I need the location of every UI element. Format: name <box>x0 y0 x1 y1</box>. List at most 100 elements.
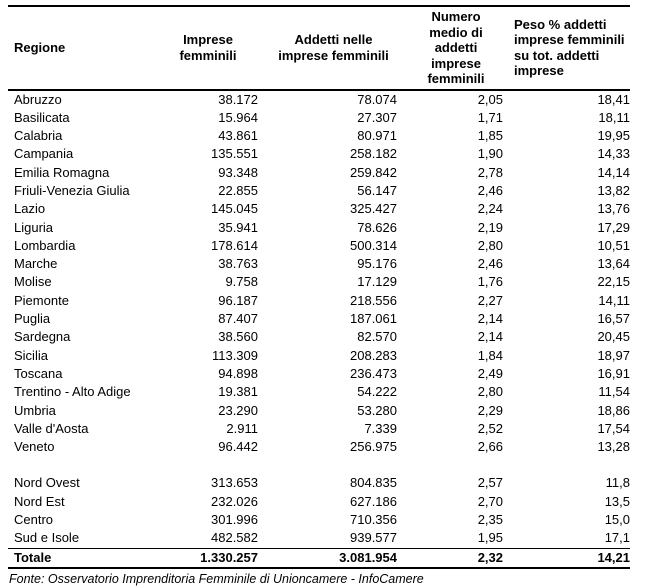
cell-addetti: 17.129 <box>357 274 397 290</box>
cell-peso: 22,15 <box>597 274 630 290</box>
cell-numero-medio: 2,35 <box>477 512 503 528</box>
cell-regione: Molise <box>14 274 52 290</box>
cell-imprese-femminili: 135.551 <box>211 146 258 162</box>
cell-addetti: 627.186 <box>350 493 397 509</box>
region-row: Toscana 94.898 236.473 2,49 16,91 <box>8 365 630 383</box>
cell-peso: 15,0 <box>604 512 630 528</box>
cell-addetti: 7.339 <box>364 420 397 436</box>
cell-imprese-femminili: 313.653 <box>211 475 258 491</box>
region-row: Trentino - Alto Adige 19.381 54.222 2,80… <box>8 383 630 401</box>
cell-numero-medio: 2,14 <box>477 329 503 345</box>
cell-peso: 18,11 <box>598 109 630 125</box>
cell-numero-medio: 1,95 <box>477 530 503 546</box>
cell-regione: Marche <box>14 256 58 272</box>
cell-imprese-femminili: 94.898 <box>218 365 258 381</box>
cell-addetti: 54.222 <box>357 384 397 400</box>
total-row-body: Totale 1.330.257 3.081.954 2,32 14,21 <box>8 547 630 569</box>
cell-numero-medio: 2,46 <box>477 182 503 198</box>
cell-numero-medio: 2,14 <box>477 311 503 327</box>
cell-imprese-femminili: 35.941 <box>218 219 258 235</box>
total-row: Totale 1.330.257 3.081.954 2,32 14,21 <box>8 547 630 569</box>
cell-regione: Abruzzo <box>14 91 62 107</box>
spacer-row <box>8 456 630 474</box>
cell-imprese-femminili: 482.582 <box>211 530 258 546</box>
cell-peso: 11,8 <box>605 475 630 491</box>
cell-regione: Sicilia <box>14 347 48 363</box>
cell-addetti: 710.356 <box>350 512 397 528</box>
cell-peso: 13,82 <box>597 182 630 198</box>
cell-imprese-femminili: 113.309 <box>211 347 258 363</box>
cell-numero-medio: 2,57 <box>477 475 503 491</box>
summary-row: Centro 301.996 710.356 2,35 15,0 <box>8 511 630 529</box>
cell-peso: 18,41 <box>597 91 630 107</box>
cell-regione: Lazio <box>14 201 46 217</box>
cell-regione: Trentino - Alto Adige <box>14 384 131 400</box>
cell-regione: Totale <box>8 547 152 569</box>
cell-addetti: 27.307 <box>357 109 397 125</box>
cell-regione: Toscana <box>14 365 63 381</box>
cell-regione: Basilicata <box>14 109 70 125</box>
cell-imprese-femminili: 96.187 <box>218 292 258 308</box>
cell-peso: 11,54 <box>598 384 630 400</box>
cell-numero-medio: 2,70 <box>477 493 503 509</box>
region-row: Piemonte 96.187 218.556 2,27 14,11 <box>8 292 630 310</box>
cell-imprese-femminili: 22.855 <box>218 182 258 198</box>
cell-peso: 19,95 <box>597 128 630 144</box>
column-header-numero-medio: Numero medio di addetti imprese femminil… <box>403 6 509 91</box>
region-rows-body: Abruzzo 38.172 78.074 2,05 18,41 Basilic… <box>8 90 630 457</box>
cell-addetti: 3.081.954 <box>264 547 403 569</box>
cell-peso: 18,97 <box>597 347 630 363</box>
summary-row: Nord Est 232.026 627.186 2,70 13,5 <box>8 493 630 511</box>
cell-imprese-femminili: 96.442 <box>218 439 258 455</box>
region-row: Lazio 145.045 325.427 2,24 13,76 <box>8 200 630 218</box>
cell-regione: Centro <box>14 512 54 528</box>
cell-imprese-femminili: 15.964 <box>218 109 258 125</box>
cell-peso: 17,54 <box>597 420 630 436</box>
cell-regione: Umbria <box>14 402 56 418</box>
region-row: Umbria 23.290 53.280 2,29 18,86 <box>8 402 630 420</box>
cell-peso: 13,64 <box>597 256 630 272</box>
cell-numero-medio: 2,32 <box>403 547 509 569</box>
cell-addetti: 95.176 <box>357 256 397 272</box>
cell-imprese-femminili: 145.045 <box>211 201 258 217</box>
cell-addetti: 804.835 <box>350 475 397 491</box>
cell-imprese-femminili: 2.911 <box>226 420 258 436</box>
cell-numero-medio: 1,90 <box>477 146 503 162</box>
cell-addetti: 939.577 <box>350 530 397 546</box>
region-row: Liguria 35.941 78.626 2,19 17,29 <box>8 219 630 237</box>
cell-regione: Puglia <box>14 311 51 327</box>
cell-numero-medio: 2,52 <box>477 420 503 436</box>
cell-peso: 16,91 <box>597 365 630 381</box>
region-row: Basilicata 15.964 27.307 1,71 18,11 <box>8 109 630 127</box>
region-row: Emilia Romagna 93.348 259.842 2,78 14,14 <box>8 164 630 182</box>
spacer-body <box>8 456 630 474</box>
cell-peso: 17,1 <box>604 530 630 546</box>
cell-addetti: 78.626 <box>357 219 397 235</box>
cell-peso: 20,45 <box>597 329 630 345</box>
cell-regione: Nord Est <box>14 493 65 509</box>
cell-addetti: 78.074 <box>357 91 397 107</box>
summary-row: Sud e Isole 482.582 939.577 1,95 17,1 <box>8 529 630 548</box>
cell-imprese-femminili: 178.614 <box>211 237 258 253</box>
female-enterprise-report-page: Regione Imprese femminili Addetti nelle … <box>8 5 630 586</box>
cell-regione: Liguria <box>14 219 54 235</box>
cell-imprese-femminili: 1.330.257 <box>152 547 264 569</box>
summary-row: Nord Ovest 313.653 804.835 2,57 11,8 <box>8 474 630 492</box>
region-row: Puglia 87.407 187.061 2,14 16,57 <box>8 310 630 328</box>
cell-regione: Nord Ovest <box>14 475 80 491</box>
cell-peso: 14,21 <box>509 547 630 569</box>
region-row: Sicilia 113.309 208.283 1,84 18,97 <box>8 347 630 365</box>
cell-numero-medio: 2,46 <box>477 256 503 272</box>
cell-numero-medio: 2,24 <box>477 201 503 217</box>
cell-addetti: 500.314 <box>350 237 397 253</box>
cell-numero-medio: 1,71 <box>477 109 503 125</box>
region-row: Sardegna 38.560 82.570 2,14 20,45 <box>8 328 630 346</box>
cell-regione: Emilia Romagna <box>14 164 110 180</box>
cell-addetti: 236.473 <box>350 365 397 381</box>
cell-imprese-femminili: 19.381 <box>218 384 258 400</box>
cell-peso: 18,86 <box>597 402 630 418</box>
cell-peso: 13,76 <box>597 201 630 217</box>
column-header-addetti: Addetti nelle imprese femminili <box>264 6 403 91</box>
cell-numero-medio: 2,80 <box>477 237 503 253</box>
cell-imprese-femminili: 93.348 <box>218 164 258 180</box>
